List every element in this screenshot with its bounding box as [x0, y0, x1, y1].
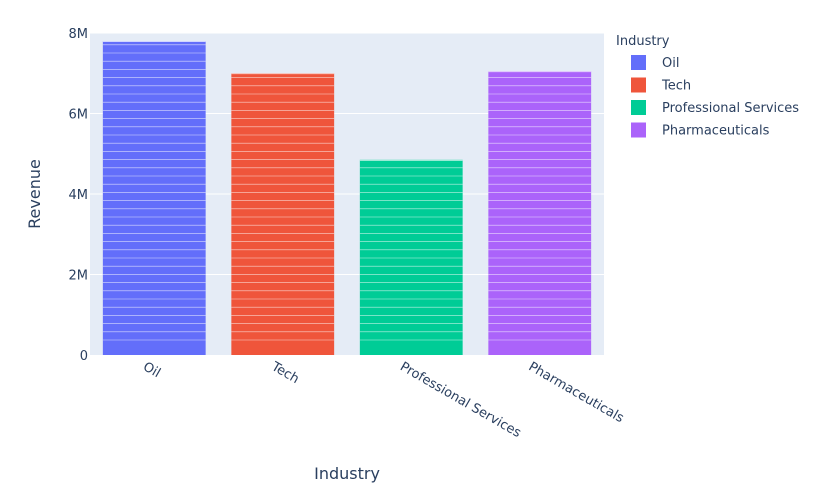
bar-pharmaceuticals	[488, 71, 592, 356]
bar-segment-separators	[359, 159, 463, 341]
x-tick-label: Pharmaceuticals	[526, 359, 627, 426]
bar-oil	[102, 41, 206, 356]
bar-professional-services	[359, 159, 463, 355]
y-tick-label: 0	[80, 349, 88, 364]
y-tick-label: 8M	[69, 27, 89, 42]
legend-item-label[interactable]: Pharmaceuticals	[662, 124, 770, 139]
legend-swatch[interactable]	[631, 55, 646, 70]
y-tick-label: 6M	[69, 108, 89, 123]
bar-tech	[231, 73, 335, 355]
bar-segment-separators	[231, 73, 335, 341]
y-axis-title: Revenue	[25, 159, 44, 229]
x-axis-ticks: Oil Tech Professional Services Pharmaceutic…	[140, 359, 626, 441]
legend-swatch[interactable]	[631, 122, 646, 138]
x-tick-label: Oil	[140, 359, 163, 381]
legend-swatch[interactable]	[631, 77, 646, 93]
y-axis-ticks: 0 2M 4M 6M 8M	[69, 27, 89, 364]
legend-item-label[interactable]: Oil	[662, 56, 679, 71]
x-tick-label: Professional Services	[397, 359, 523, 441]
legend-item-label[interactable]: Professional Services	[662, 101, 799, 116]
x-axis-title: Industry	[314, 464, 380, 483]
legend: Industry Oil Tech Professional Services Pha…	[616, 34, 799, 139]
legend-swatch[interactable]	[631, 100, 646, 115]
y-tick-label: 2M	[69, 269, 89, 284]
y-tick-label: 4M	[69, 188, 89, 203]
legend-item-label[interactable]: Tech	[661, 79, 691, 94]
bar-segment-separators	[488, 71, 592, 341]
bar-segment-separators	[102, 41, 206, 341]
bars	[102, 41, 592, 356]
x-tick-label: Tech	[268, 359, 302, 387]
legend-title: Industry	[616, 34, 670, 49]
